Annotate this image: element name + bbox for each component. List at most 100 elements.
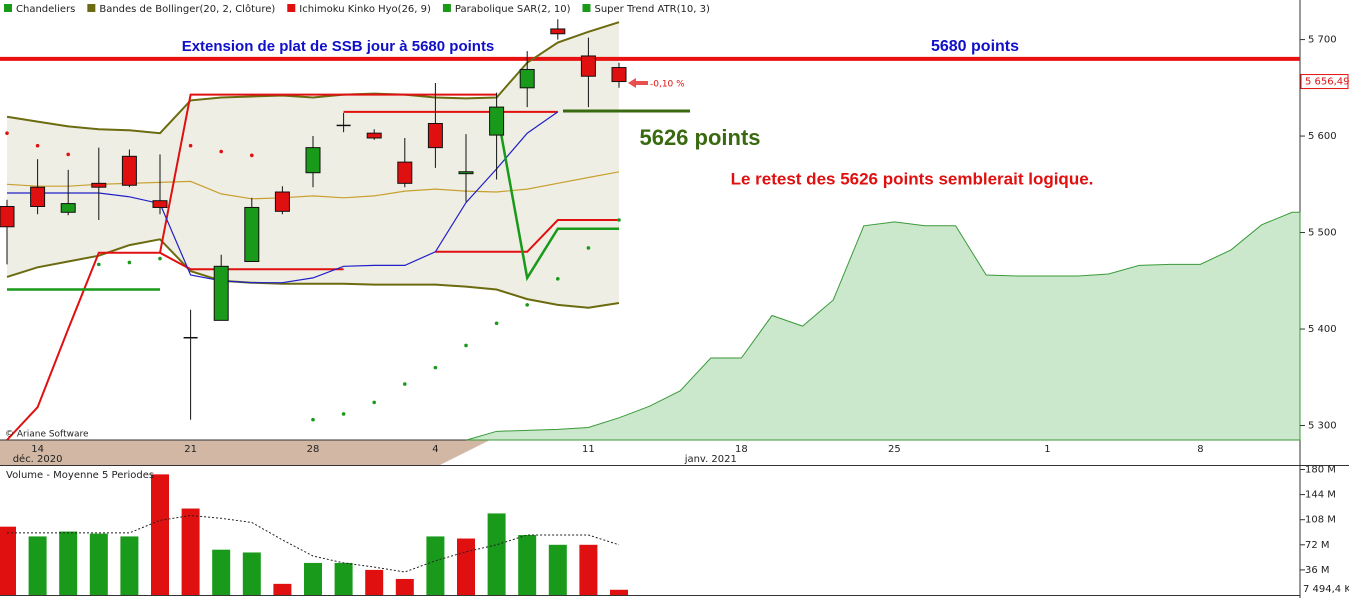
last-price-label: 5 656,49 — [1305, 77, 1349, 88]
volume-bar — [151, 474, 169, 595]
sar-dot — [464, 343, 468, 348]
y-tick-label: 108 M — [1305, 515, 1336, 526]
sar-dot — [311, 417, 315, 422]
y-tick-label: 5 500 — [1308, 228, 1337, 239]
legend-swatch — [4, 4, 12, 12]
x-tick-label: 1 — [1044, 444, 1050, 455]
sar-dot — [250, 153, 254, 158]
candle-body — [213, 265, 229, 321]
sar-dot — [617, 218, 621, 222]
y-tick-label: 5 400 — [1308, 324, 1337, 335]
y-tick-label: 5 700 — [1308, 35, 1337, 46]
legend-swatch — [287, 4, 296, 12]
x-month-label: déc. 2020 — [13, 453, 63, 465]
annotation: 5680 points — [931, 38, 1019, 55]
volume-bar — [579, 544, 598, 595]
x-tick-label: 25 — [888, 444, 901, 455]
candle-body — [30, 186, 46, 207]
sar-dot — [403, 382, 407, 386]
candle-body — [458, 171, 474, 175]
ichimoku-line — [159, 219, 619, 271]
volume-bar — [89, 533, 108, 595]
sar-dot — [494, 321, 499, 326]
annotation: Le retest des 5626 points semblerait log… — [731, 169, 1094, 188]
volume-bar — [304, 562, 322, 595]
copyright: © Ariane Software — [5, 430, 89, 440]
candle-body — [550, 28, 566, 35]
candle-body — [60, 203, 76, 213]
volume-bar — [457, 538, 475, 595]
y-tick-label: 36 M — [1305, 565, 1330, 576]
annotation: -0,10 % — [650, 80, 685, 90]
volume-bar — [487, 513, 506, 595]
supertrend-line — [7, 108, 619, 291]
bollinger-middle — [6, 171, 620, 200]
volume-bar — [548, 544, 567, 595]
legend-label: Chandeliers — [16, 4, 75, 15]
sar-dot — [586, 246, 591, 250]
sar-dot — [188, 143, 193, 148]
sar-dot — [5, 131, 9, 135]
x-tick-label: 4 — [432, 444, 438, 455]
bollinger-upper — [6, 21, 620, 135]
legend-swatch — [442, 4, 451, 12]
candle-body — [152, 200, 168, 208]
x-tick-label: 21 — [184, 444, 197, 455]
sar-dot — [127, 260, 132, 265]
x-tick-label: 14 — [31, 444, 44, 455]
volume-bar — [365, 569, 384, 595]
legend-swatch — [582, 4, 591, 12]
candle-body — [305, 147, 321, 174]
volume-bar — [212, 549, 231, 595]
sar-dot — [97, 262, 101, 267]
volume-bar — [273, 583, 292, 595]
volume-bar — [242, 552, 261, 595]
candle-body — [580, 55, 596, 77]
legend-swatch — [87, 4, 96, 12]
last-price-box — [1300, 74, 1349, 90]
sar-dot — [525, 303, 529, 307]
candle-body — [489, 106, 505, 136]
volume-bar — [0, 526, 16, 595]
moving-average — [7, 514, 620, 573]
x-tick-label: 8 — [1197, 444, 1203, 455]
candle-body — [366, 132, 382, 139]
y-tick-label: 5 600 — [1308, 131, 1337, 142]
legend-label: Super Trend ATR(10, 3) — [594, 4, 709, 15]
sar-dot — [556, 277, 560, 281]
volume-bar — [120, 536, 139, 595]
y-tick-label: 72 M — [1305, 540, 1330, 551]
candle-body — [0, 205, 15, 228]
y-tick-label: 5 300 — [1308, 421, 1337, 432]
sar-dot — [372, 400, 377, 405]
volume-bar — [426, 536, 445, 595]
x-month-label: janv. 2021 — [684, 454, 737, 465]
annotation: Extension de plat de SSB jour à 5680 poi… — [182, 38, 495, 55]
sar-dot — [433, 365, 438, 370]
x-tick-label: 28 — [307, 444, 320, 455]
ichimoku-cloud — [466, 211, 1301, 441]
value-label: 7 494,4 K — [1303, 584, 1349, 595]
panel-title: Volume - Moyenne 5 Periodes — [6, 470, 154, 481]
x-tick-label: 18 — [735, 444, 748, 455]
volume-bar — [28, 536, 47, 595]
arrow — [628, 78, 648, 88]
candle-body — [397, 161, 413, 184]
candle-body — [274, 191, 290, 212]
volume-bar — [518, 535, 537, 595]
volume-bar — [59, 531, 78, 595]
sar-dot — [341, 412, 346, 416]
sar-dot — [219, 149, 223, 154]
x-tick-label: 11 — [582, 444, 595, 455]
y-tick-label: 180 M — [1305, 464, 1336, 475]
candle-body — [519, 68, 535, 89]
sar-dot — [158, 256, 162, 261]
y-tick-label: 144 M — [1305, 490, 1336, 501]
ichimoku-line — [6, 93, 497, 441]
volume-bar — [334, 562, 353, 595]
candle-body — [91, 182, 107, 188]
volume-bar — [610, 589, 628, 595]
annotation: 5626 points — [639, 125, 760, 150]
